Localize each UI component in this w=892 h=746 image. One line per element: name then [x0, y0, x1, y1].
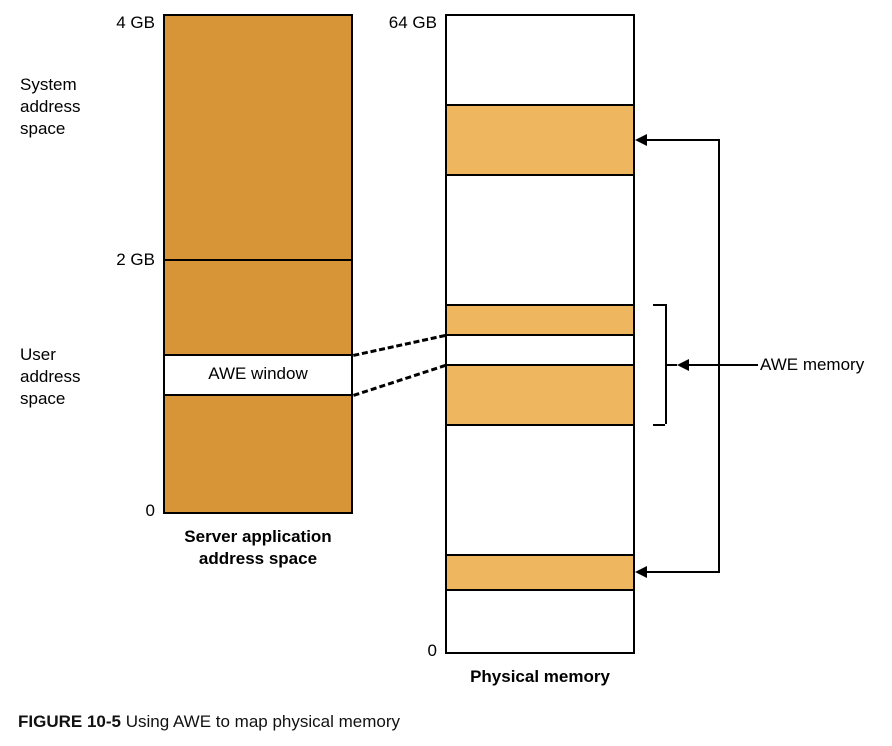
awe-arrow-trunk — [718, 139, 720, 571]
user-address-space-label: User — [20, 344, 56, 365]
left-bottom-tick-label: 0 — [146, 500, 155, 521]
figure-caption: FIGURE 10-5 Using AWE to map physical me… — [18, 712, 400, 732]
server-space-segment — [165, 261, 351, 356]
awe-memory-label: AWE memory — [760, 354, 864, 375]
right-bottom-tick-label: 0 — [428, 640, 437, 661]
arrow-head-icon — [635, 134, 647, 146]
awe-window-label: AWE window — [163, 363, 353, 384]
awe-memory-segment — [447, 106, 633, 176]
server-space-segment — [165, 16, 351, 261]
awe-mapping-dashed-line — [353, 364, 446, 397]
system-address-space-label: System — [20, 74, 77, 95]
server-space-title: Server application — [143, 526, 373, 547]
awe-mapping-dashed-line — [353, 334, 446, 357]
awe-bracket — [653, 424, 665, 426]
arrow-head-icon — [677, 359, 689, 371]
left-top-tick-label: 4 GB — [116, 12, 155, 33]
user-address-space-label: address — [20, 366, 80, 387]
awe-arrow-branch — [637, 571, 720, 573]
server-space-segment — [165, 396, 351, 512]
awe-bracket — [665, 364, 677, 366]
physical-memory-segment — [447, 426, 633, 556]
awe-arrow-branch — [637, 139, 720, 141]
awe-bracket — [653, 304, 665, 306]
physical-memory-segment — [447, 336, 633, 366]
physical-memory-segment — [447, 591, 633, 652]
figure-caption-text: Using AWE to map physical memory — [121, 712, 400, 731]
physical-memory-segment — [447, 176, 633, 306]
physical-memory-segment — [447, 16, 633, 106]
physical-memory-title: Physical memory — [425, 666, 655, 687]
system-address-space-label: space — [20, 118, 65, 139]
user-address-space-label: space — [20, 388, 65, 409]
awe-arrow-mid — [687, 364, 758, 366]
awe-memory-segment — [447, 366, 633, 426]
left-mid-tick-label: 2 GB — [116, 249, 155, 270]
arrow-head-icon — [635, 566, 647, 578]
right-top-tick-label: 64 GB — [389, 12, 437, 33]
system-address-space-label: address — [20, 96, 80, 117]
server-space-title: address space — [143, 548, 373, 569]
awe-memory-segment — [447, 306, 633, 336]
figure-id: FIGURE 10-5 — [18, 712, 121, 731]
awe-memory-segment — [447, 556, 633, 591]
